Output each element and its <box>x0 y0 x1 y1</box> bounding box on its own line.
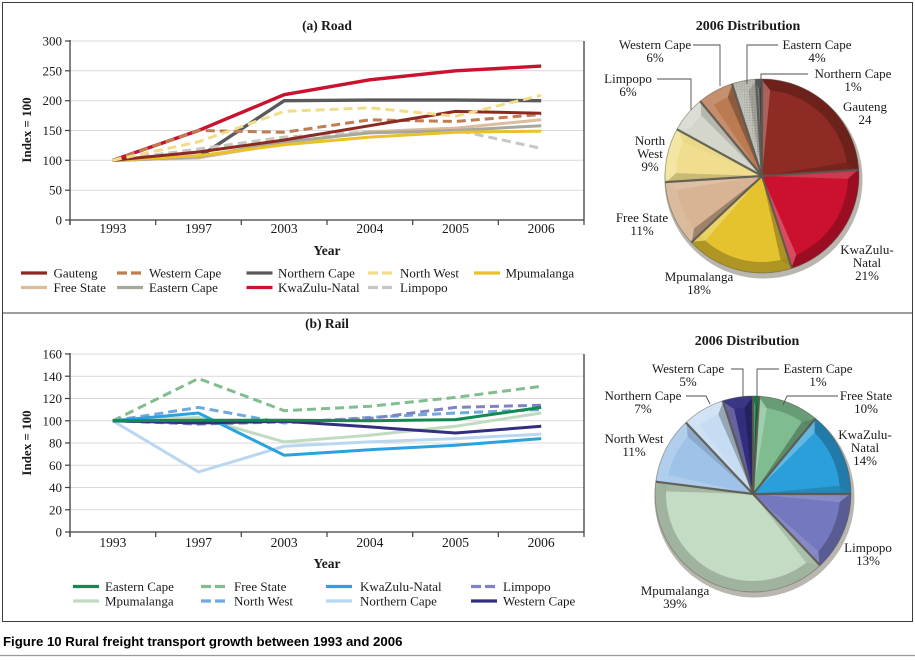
svg-text:2003: 2003 <box>271 535 298 550</box>
svg-text:Gauteng: Gauteng <box>54 266 99 281</box>
svg-text:2006: 2006 <box>528 221 555 236</box>
svg-text:Eastern Cape: Eastern Cape <box>783 37 852 52</box>
svg-text:2003: 2003 <box>271 221 298 236</box>
svg-text:Limpopo: Limpopo <box>503 579 551 594</box>
svg-text:Figure 10 Rural freight transp: Figure 10 Rural freight transport growth… <box>3 634 402 649</box>
svg-text:Index = 100: Index = 100 <box>19 97 34 162</box>
svg-text:2004: 2004 <box>356 221 383 236</box>
svg-text:Limpopo: Limpopo <box>400 280 448 295</box>
svg-text:150: 150 <box>43 123 63 138</box>
svg-text:KwaZulu-Natal: KwaZulu-Natal <box>278 280 360 295</box>
svg-text:Year: Year <box>314 556 341 571</box>
svg-text:14%: 14% <box>853 453 877 468</box>
svg-text:Mpumalanga: Mpumalanga <box>506 266 575 281</box>
svg-text:11%: 11% <box>622 444 646 459</box>
svg-text:7%: 7% <box>634 401 652 416</box>
svg-text:KwaZulu-: KwaZulu- <box>840 242 893 257</box>
svg-text:North West: North West <box>400 266 459 281</box>
svg-text:50: 50 <box>49 183 62 198</box>
svg-text:(a) Road: (a) Road <box>302 18 352 33</box>
svg-text:Mpumalanga: Mpumalanga <box>105 594 174 609</box>
svg-text:2005: 2005 <box>442 535 469 550</box>
svg-text:Year: Year <box>314 243 341 258</box>
svg-text:100: 100 <box>43 413 63 428</box>
svg-text:Northern Cape: Northern Cape <box>360 594 437 609</box>
svg-text:0: 0 <box>56 525 63 540</box>
svg-text:North: North <box>635 133 666 148</box>
svg-text:Natal: Natal <box>851 440 880 455</box>
svg-text:Eastern Cape: Eastern Cape <box>149 280 218 295</box>
svg-text:2005: 2005 <box>442 221 469 236</box>
svg-text:Limpopo: Limpopo <box>604 71 652 86</box>
svg-text:160: 160 <box>43 347 63 362</box>
svg-text:100: 100 <box>43 153 63 168</box>
svg-text:120: 120 <box>43 391 63 406</box>
svg-text:Northern Cape: Northern Cape <box>605 388 682 403</box>
svg-text:2006: 2006 <box>528 535 555 550</box>
svg-text:Northern Cape: Northern Cape <box>815 66 892 81</box>
svg-text:60: 60 <box>49 458 62 473</box>
svg-text:Index = 100: Index = 100 <box>19 410 34 475</box>
svg-text:Natal: Natal <box>853 255 882 270</box>
svg-text:2004: 2004 <box>356 535 383 550</box>
svg-text:KwaZulu-Natal: KwaZulu-Natal <box>360 579 442 594</box>
svg-text:4%: 4% <box>808 50 826 65</box>
svg-text:Limpopo: Limpopo <box>844 540 892 555</box>
svg-text:Mpumalanga: Mpumalanga <box>641 583 710 598</box>
svg-text:1993: 1993 <box>99 221 126 236</box>
svg-text:Western Cape: Western Cape <box>619 37 691 52</box>
svg-text:Gauteng: Gauteng <box>843 99 888 114</box>
svg-text:2006 Distribution: 2006 Distribution <box>695 334 800 349</box>
svg-text:0: 0 <box>56 213 63 228</box>
svg-text:West: West <box>637 146 663 161</box>
svg-text:Eastern Cape: Eastern Cape <box>784 361 853 376</box>
svg-text:Free State: Free State <box>840 388 893 403</box>
svg-text:1997: 1997 <box>185 221 212 236</box>
svg-text:Eastern Cape: Eastern Cape <box>105 579 174 594</box>
svg-text:5%: 5% <box>679 374 697 389</box>
svg-text:Free State: Free State <box>54 280 107 295</box>
svg-text:Western Cape: Western Cape <box>149 266 221 281</box>
svg-text:200: 200 <box>43 93 63 108</box>
svg-text:9%: 9% <box>641 159 659 174</box>
svg-text:Western Cape: Western Cape <box>652 361 724 376</box>
svg-text:Mpumalanga: Mpumalanga <box>665 269 734 284</box>
svg-text:1993: 1993 <box>99 535 126 550</box>
svg-text:(b) Rail: (b) Rail <box>305 316 349 331</box>
svg-text:North West: North West <box>604 431 663 446</box>
svg-text:2006 Distribution: 2006 Distribution <box>696 19 801 34</box>
svg-text:40: 40 <box>49 480 62 495</box>
svg-text:250: 250 <box>43 63 63 78</box>
svg-text:1%: 1% <box>844 79 862 94</box>
svg-text:21%: 21% <box>855 268 879 283</box>
svg-text:6%: 6% <box>619 84 637 99</box>
svg-text:80: 80 <box>49 436 62 451</box>
svg-text:KwaZulu-: KwaZulu- <box>838 427 891 442</box>
svg-text:Free State: Free State <box>234 579 287 594</box>
svg-text:Western Cape: Western Cape <box>503 594 575 609</box>
svg-text:39%: 39% <box>663 596 687 611</box>
svg-text:Northern Cape: Northern Cape <box>278 266 355 281</box>
svg-text:North West: North West <box>234 594 293 609</box>
svg-text:24: 24 <box>859 112 873 127</box>
svg-text:1%: 1% <box>809 374 827 389</box>
svg-text:Free State: Free State <box>616 210 669 225</box>
svg-text:11%: 11% <box>630 223 654 238</box>
svg-text:300: 300 <box>43 34 63 49</box>
svg-text:20: 20 <box>49 502 62 517</box>
svg-text:10%: 10% <box>854 401 878 416</box>
svg-text:18%: 18% <box>687 282 711 297</box>
svg-text:6%: 6% <box>646 50 664 65</box>
svg-text:140: 140 <box>43 369 63 384</box>
svg-text:13%: 13% <box>856 553 880 568</box>
svg-text:1997: 1997 <box>185 535 212 550</box>
